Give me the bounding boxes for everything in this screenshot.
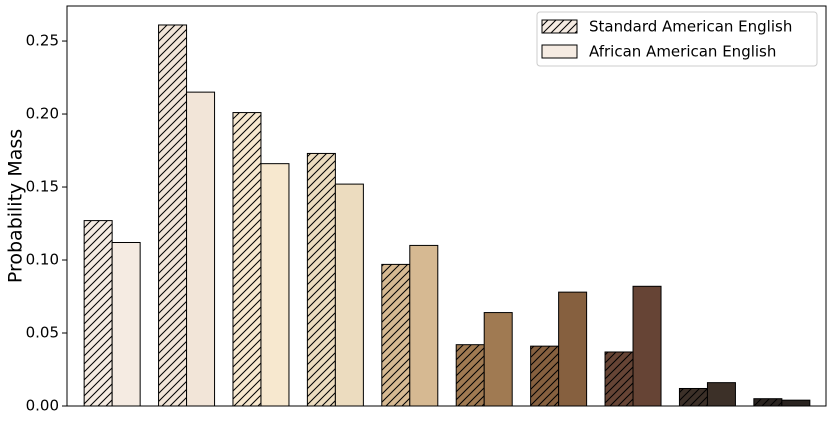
y-axis-label: Probability Mass bbox=[5, 129, 27, 283]
legend-frame bbox=[536, 11, 818, 67]
bar bbox=[158, 24, 188, 407]
bar bbox=[604, 351, 634, 407]
bar bbox=[632, 285, 662, 407]
bar bbox=[186, 91, 216, 407]
bar bbox=[558, 291, 588, 407]
bar bbox=[455, 344, 485, 407]
y-tick-label: 0.20 bbox=[26, 105, 59, 123]
bar bbox=[381, 263, 411, 407]
legend-swatch bbox=[541, 44, 578, 59]
bar bbox=[260, 163, 290, 407]
bar bbox=[232, 112, 262, 407]
bar bbox=[530, 345, 560, 407]
y-tick-label: 0.00 bbox=[26, 397, 59, 415]
plot-frame bbox=[66, 5, 827, 407]
legend: Standard American English African America… bbox=[536, 11, 818, 67]
bar bbox=[706, 382, 736, 407]
y-tick-label: 0.25 bbox=[26, 32, 59, 50]
bar bbox=[678, 387, 708, 407]
bar bbox=[483, 312, 513, 407]
bar bbox=[781, 399, 811, 407]
bar bbox=[334, 183, 364, 407]
bar bbox=[753, 398, 783, 407]
y-tick-label: 0.15 bbox=[26, 178, 59, 196]
legend-label: Standard American English bbox=[589, 18, 792, 36]
y-tick-label: 0.05 bbox=[26, 324, 59, 342]
bar bbox=[306, 152, 336, 407]
bar bbox=[83, 220, 113, 407]
y-tick-label: 0.10 bbox=[26, 251, 59, 269]
legend-swatch bbox=[541, 19, 578, 34]
bar bbox=[409, 244, 439, 407]
bar bbox=[111, 241, 141, 407]
legend-label: African American English bbox=[589, 43, 776, 61]
